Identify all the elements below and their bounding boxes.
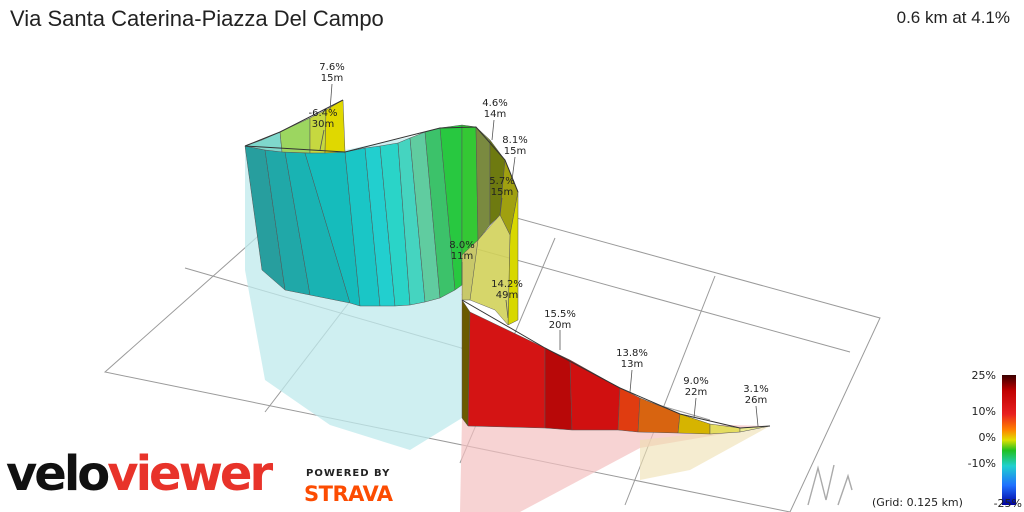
segment-label-dist: 15m: [321, 73, 343, 84]
segment-shadow-lower: [460, 418, 770, 512]
segment-label-grade: 7.6%: [319, 62, 344, 73]
segment-label-dist: 15m: [491, 187, 513, 198]
segment-label-dist: 15m: [504, 146, 526, 157]
segment-labels: 7.6% 15m -6.4% 30m 4.6% 14m 8.1% 15m 5.7…: [308, 62, 768, 406]
segment-label-grade: 8.1%: [502, 135, 527, 146]
segment-label-dist: 20m: [549, 320, 571, 331]
grid-scale-note: (Grid: 0.125 km): [872, 496, 963, 509]
segment-label-grade: 5.7%: [489, 176, 514, 187]
legend-tick: -25%: [994, 497, 1022, 510]
segment-label-dist: 14m: [484, 109, 506, 120]
north-arrow-icon: [807, 464, 853, 506]
segment-shadow-tail: [640, 426, 770, 480]
segment-label-grade: -6.4%: [308, 108, 337, 119]
upper-wall: [244, 124, 463, 307]
segment-label-grade: 15.5%: [544, 309, 576, 320]
curve-wall: [461, 124, 519, 326]
legend-color-bar: [1002, 375, 1016, 505]
veloviewer-logo[interactable]: veloviewer: [6, 446, 273, 502]
segment-label-dist: 13m: [621, 359, 643, 370]
segment-label-grade: 3.1%: [743, 384, 768, 395]
legend-tick: 0%: [979, 431, 996, 444]
legend-tick: 25%: [972, 369, 996, 382]
segment-label-grade: 4.6%: [482, 98, 507, 109]
segment-label-dist: 11m: [451, 251, 473, 262]
segment-label-grade: 8.0%: [449, 240, 474, 251]
lower-wall: [461, 299, 771, 435]
grade-legend: 25% 10% 0% -10% -25%: [968, 369, 1022, 510]
segment-summary: 0.6 km at 4.1%: [896, 8, 1010, 27]
segment-label-grade: 13.8%: [616, 348, 648, 359]
segment-label-grade: 9.0%: [683, 376, 708, 387]
segment-label-grade: 14.2%: [491, 279, 523, 290]
segment-title: Via Santa Caterina-Piazza Del Campo: [10, 6, 384, 31]
legend-tick: -10%: [968, 457, 996, 470]
segment-label-dist: 30m: [312, 119, 334, 130]
powered-by-label: POWERED BY: [306, 468, 391, 479]
segment-label-dist: 26m: [745, 395, 767, 406]
segment-label-dist: 49m: [496, 290, 518, 301]
legend-tick: 10%: [972, 405, 996, 418]
segment-label-dist: 22m: [685, 387, 707, 398]
label-leaders: [319, 83, 759, 427]
strava-logo[interactable]: STRAVA: [304, 482, 393, 506]
